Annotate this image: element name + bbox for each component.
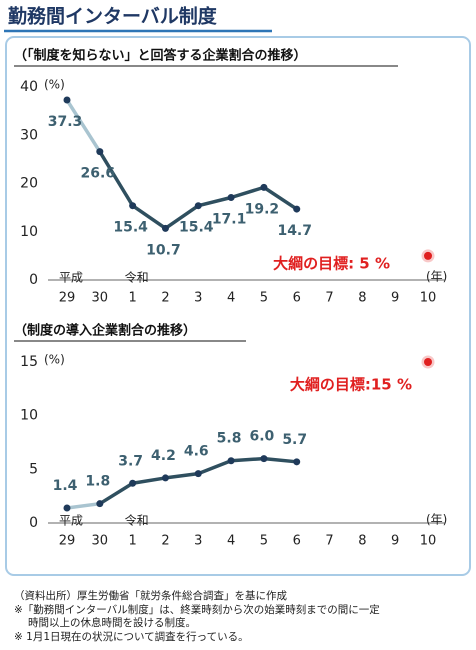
y-unit: (%) — [44, 78, 65, 92]
data-point — [96, 500, 104, 508]
x-tick-label: 3 — [194, 534, 202, 549]
x-unit: (年) — [426, 513, 447, 527]
data-point — [194, 202, 202, 210]
x-tick-label: 10 — [420, 291, 437, 306]
x-tick-label: 2 — [161, 291, 169, 306]
data-point — [63, 96, 71, 104]
data-point — [129, 202, 137, 210]
data-point — [161, 474, 169, 482]
data-point — [227, 193, 235, 201]
data-label: 1.4 — [53, 478, 78, 494]
target-label: 大綱の目標: 5 % — [273, 254, 390, 272]
x-tick-label: 7 — [325, 534, 333, 549]
x-tick-label: 6 — [293, 291, 301, 306]
x-tick-label: 5 — [260, 291, 268, 306]
x-tick-label: 6 — [293, 534, 301, 549]
data-label: 26.6 — [81, 166, 116, 182]
data-label: 17.1 — [212, 211, 247, 227]
y-tick-label: 30 — [20, 127, 38, 143]
data-point — [96, 148, 104, 156]
target-point — [424, 358, 432, 366]
data-label: 14.7 — [277, 223, 312, 239]
chart-panel — [5, 36, 471, 576]
data-label: 19.2 — [245, 201, 280, 217]
data-label: 10.7 — [146, 242, 181, 258]
data-label: 5.8 — [217, 431, 242, 447]
data-label: 1.8 — [85, 474, 110, 490]
x-tick-label: 30 — [92, 534, 109, 549]
line-segment — [66, 501, 101, 510]
page-title: 勤務間インターバル制度 — [8, 5, 218, 28]
chart-subtitle: （制度の導入企業割合の推移） — [14, 323, 196, 339]
era-label: 平成 — [59, 271, 83, 285]
data-point — [260, 183, 268, 191]
footnote: ※「勤務間インターバル制度」は、終業時刻から次の始業時刻までの間に一定 — [14, 603, 380, 616]
chart-subtitle: （「制度を知らない」と回答する企業割合の推移） — [14, 48, 307, 64]
x-tick-label: 1 — [128, 534, 136, 549]
data-point — [129, 479, 137, 487]
data-point — [227, 457, 235, 465]
y-tick-label: 10 — [20, 408, 38, 424]
y-tick-label: 0 — [29, 515, 38, 531]
line-segment — [65, 99, 102, 153]
footnote: （資料出所）厚生労働省「就労条件総合調査」を基に作成 — [14, 589, 287, 602]
target-point — [424, 251, 432, 260]
era-label: 令和 — [125, 270, 149, 285]
x-tick-label: 29 — [59, 534, 76, 549]
data-point — [260, 455, 268, 463]
data-point — [161, 224, 169, 232]
data-point — [63, 504, 71, 512]
y-tick-label: 10 — [20, 224, 38, 240]
x-tick-label: 7 — [325, 291, 333, 306]
data-label: 4.2 — [151, 448, 176, 464]
target-label: 大綱の目標:15 % — [290, 376, 412, 394]
x-tick-label: 29 — [59, 291, 76, 306]
x-tick-label: 5 — [260, 534, 268, 549]
y-tick-label: 5 — [29, 461, 38, 477]
data-label: 3.7 — [118, 453, 143, 469]
data-label: 15.4 — [179, 220, 214, 236]
x-tick-label: 4 — [227, 534, 235, 549]
y-tick-label: 40 — [20, 79, 38, 95]
y-tick-label: 20 — [20, 176, 38, 192]
era-label: 令和 — [125, 513, 149, 528]
x-unit: (年) — [426, 270, 447, 284]
y-tick-label: 15 — [20, 354, 38, 370]
data-label: 4.6 — [184, 444, 209, 460]
x-tick-label: 9 — [391, 291, 399, 306]
x-tick-label: 30 — [92, 291, 109, 306]
y-unit: (%) — [44, 353, 65, 367]
x-tick-label: 4 — [227, 291, 235, 306]
data-point — [293, 458, 301, 466]
x-tick-label: 9 — [391, 534, 399, 549]
data-label: 37.3 — [48, 114, 83, 130]
x-tick-label: 1 — [128, 291, 136, 306]
footnote: ※ 1月1日現在の状況について調査を行っている。 — [14, 630, 249, 643]
data-label: 5.7 — [282, 432, 307, 448]
data-point — [293, 205, 301, 213]
x-tick-label: 8 — [358, 291, 366, 306]
data-point — [194, 470, 202, 478]
x-tick-label: 3 — [194, 291, 202, 306]
data-label: 15.4 — [113, 220, 148, 236]
data-label: 6.0 — [250, 429, 275, 445]
x-tick-label: 2 — [161, 534, 169, 549]
x-tick-label: 10 — [420, 534, 437, 549]
footnote: 時間以上の休息時間を設ける制度。 — [28, 616, 196, 629]
y-tick-label: 0 — [29, 272, 38, 288]
x-tick-label: 8 — [358, 534, 366, 549]
era-label: 平成 — [59, 514, 83, 528]
